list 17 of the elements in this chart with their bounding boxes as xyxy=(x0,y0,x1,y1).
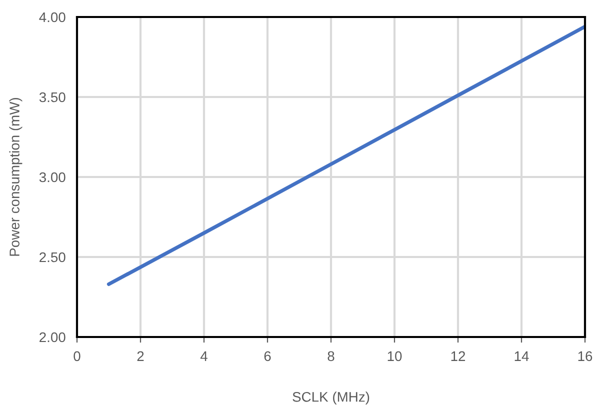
x-tick-label: 6 xyxy=(264,351,271,362)
x-tick-label: 16 xyxy=(578,351,592,362)
x-tick-label: 14 xyxy=(514,351,529,361)
y-tick-label: 3.50 xyxy=(39,92,66,102)
x-tick-label: 8 xyxy=(328,351,334,362)
y-tick-label: 2.50 xyxy=(40,252,66,262)
y-tick-label: 2.00 xyxy=(40,332,66,342)
y-tick-label: 3.00 xyxy=(39,172,66,182)
y-tick-label: 4.00 xyxy=(39,12,66,22)
x-tick-label: 10 xyxy=(388,351,402,362)
line-series xyxy=(106,24,585,286)
x-tick-label: 2 xyxy=(137,351,144,361)
y-axis-title: Power consumption (mW) xyxy=(9,98,22,256)
x-tick-label: 12 xyxy=(451,351,466,361)
x-axis-title: SCLK (MHz) xyxy=(292,392,370,405)
x-tick-label: 4 xyxy=(200,351,208,361)
x-tick-label: 0 xyxy=(74,351,80,362)
